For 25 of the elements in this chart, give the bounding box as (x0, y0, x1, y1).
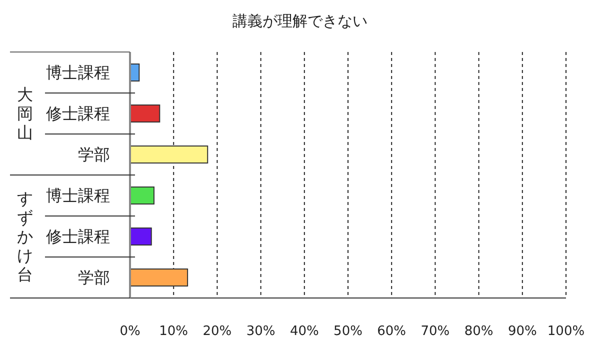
x-tick-label: 60% (377, 324, 406, 340)
bar (130, 228, 152, 246)
y-tick-label: 博士課程 (46, 186, 110, 206)
x-tick-label: 40% (290, 324, 319, 340)
x-tick-label: 80% (464, 324, 494, 340)
x-tick-label: 20% (202, 324, 232, 340)
y-tick-label: 修士課程 (46, 104, 110, 124)
y-tick-label: 学部 (78, 145, 110, 164)
chart-title: 講義が理解できない (232, 12, 368, 31)
text: すずかけ台 (17, 189, 33, 284)
y-tick-label: 修士課程 (46, 227, 110, 246)
x-tick-label: 30% (246, 324, 276, 340)
x-tick-label: 10% (159, 324, 188, 340)
x-tick-label: 70% (420, 324, 450, 340)
x-tick-label: 50% (334, 324, 362, 340)
x-tick-label: 100% (547, 324, 585, 340)
y-tick-label: 学部 (78, 268, 110, 288)
bar (130, 268, 188, 286)
bar (130, 146, 208, 164)
x-tick-label: 90% (508, 324, 537, 340)
bar (130, 104, 160, 122)
text: 大岡山 (17, 85, 33, 142)
y-tick-label: 博士課程 (46, 63, 110, 82)
bar (130, 186, 154, 204)
x-tick-label: 0% (120, 324, 140, 340)
